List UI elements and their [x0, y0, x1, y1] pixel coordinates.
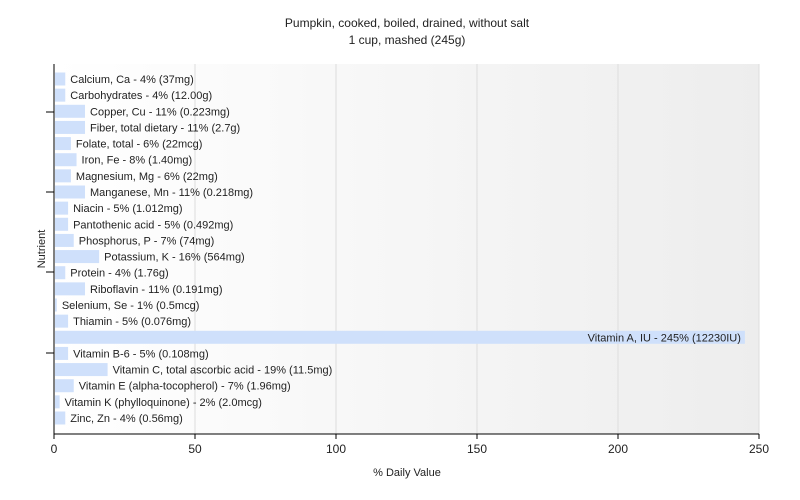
bar-label: Phosphorus, P - 7% (74mg) — [79, 235, 215, 247]
bar — [55, 88, 66, 102]
bar-label: Folate, total - 6% (22mcg) — [76, 139, 203, 151]
bar — [55, 169, 71, 183]
y-axis-label: Nutrient — [36, 230, 48, 269]
bar-label: Copper, Cu - 11% (0.223mg) — [90, 106, 230, 118]
bar-label: Thiamin - 5% (0.076mg) — [73, 316, 191, 328]
x-tick-label: 50 — [188, 442, 202, 456]
bar-label: Potassium, K - 16% (564mg) — [104, 252, 245, 264]
bar-label: Selenium, Se - 1% (0.5mcg) — [62, 300, 200, 312]
bar — [55, 137, 71, 151]
bar-label: Vitamin A, IU - 245% (12230IU) — [588, 332, 741, 344]
bar — [55, 411, 66, 425]
bar — [55, 153, 77, 167]
plot-area — [54, 64, 759, 434]
bar — [55, 266, 66, 280]
chart-title: Pumpkin, cooked, boiled, drained, withou… — [285, 16, 530, 30]
bar-label: Magnesium, Mg - 6% (22mg) — [76, 171, 218, 183]
bar-label: Niacin - 5% (1.012mg) — [73, 203, 182, 215]
x-tick-label: 250 — [749, 442, 769, 456]
bar — [55, 120, 86, 134]
bar — [55, 330, 745, 344]
bar — [55, 314, 69, 328]
bar — [55, 217, 69, 231]
bar — [55, 185, 86, 199]
bar — [55, 201, 69, 215]
bars: Calcium, Ca - 4% (37mg) Carbohydrates - 4… — [55, 72, 745, 425]
bar — [55, 363, 108, 377]
bar — [55, 104, 86, 118]
x-tick-label: 0 — [51, 442, 58, 456]
bar-label: Vitamin K (phylloquinone) - 2% (2.0mcg) — [65, 397, 262, 409]
bar-label: Vitamin B-6 - 5% (0.108mg) — [73, 348, 209, 360]
bar-label: Carbohydrates - 4% (12.00g) — [70, 90, 212, 102]
x-axis-label: % Daily Value — [373, 467, 441, 479]
x-tick-label: 150 — [467, 442, 487, 456]
bar-label: Riboflavin - 11% (0.191mg) — [90, 284, 222, 296]
x-tick-label: 200 — [608, 442, 628, 456]
bar-label: Protein - 4% (1.76g) — [70, 268, 168, 280]
bar-label: Vitamin E (alpha-tocopherol) - 7% (1.96m… — [79, 381, 291, 393]
bar — [55, 72, 66, 86]
bar — [55, 233, 74, 247]
bar-label: Iron, Fe - 8% (1.40mg) — [82, 155, 193, 167]
bar-label: Fiber, total dietary - 11% (2.7g) — [90, 122, 240, 134]
bar-label: Vitamin C, total ascorbic acid - 19% (11… — [113, 365, 333, 377]
bar — [55, 282, 86, 296]
grid — [194, 64, 760, 434]
bar — [55, 346, 69, 360]
bar-label: Pantothenic acid - 5% (0.492mg) — [73, 219, 233, 231]
bar-label: Calcium, Ca - 4% (37mg) — [70, 74, 193, 86]
bar — [55, 298, 57, 312]
bar-label: Manganese, Mn - 11% (0.218mg) — [90, 187, 253, 199]
axes: 0 50 100 150 200 250 — [46, 64, 769, 456]
bar — [55, 250, 100, 264]
chart-subtitle: 1 cup, mashed (245g) — [349, 33, 466, 47]
bar — [55, 379, 74, 393]
x-tick-label: 100 — [326, 442, 346, 456]
bar-label: Zinc, Zn - 4% (0.56mg) — [70, 413, 182, 425]
bar — [55, 395, 60, 409]
